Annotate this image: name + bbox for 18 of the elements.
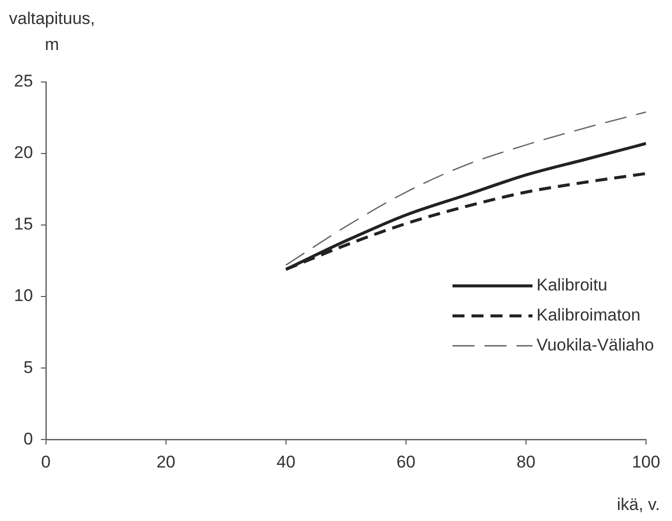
line-series [285,111,646,266]
x-tick-label: 20 [156,452,176,472]
x-tick-label: 80 [516,452,536,472]
y-tick-label: 0 [23,429,33,448]
y-tick-label: 5 [23,358,33,377]
x-tick-label: 100 [632,452,660,472]
x-axis-title: ikä, v. [616,495,660,515]
y-tick-label: 20 [14,143,33,162]
legend-label: Kalibroimaton [536,306,640,325]
y-axis-title: valtapituus, m [8,8,96,56]
x-tick-label: 60 [396,452,416,472]
y-tick-label: 15 [14,214,33,234]
legend-label: Vuokila-Väliaho [536,336,654,355]
y-tick-label: 10 [14,286,33,306]
x-tick-label: 0 [41,452,51,472]
legend-label: Kalibroitu [536,276,608,295]
x-tick-label: 40 [276,452,296,472]
y-tick-label: 25 [14,72,33,91]
